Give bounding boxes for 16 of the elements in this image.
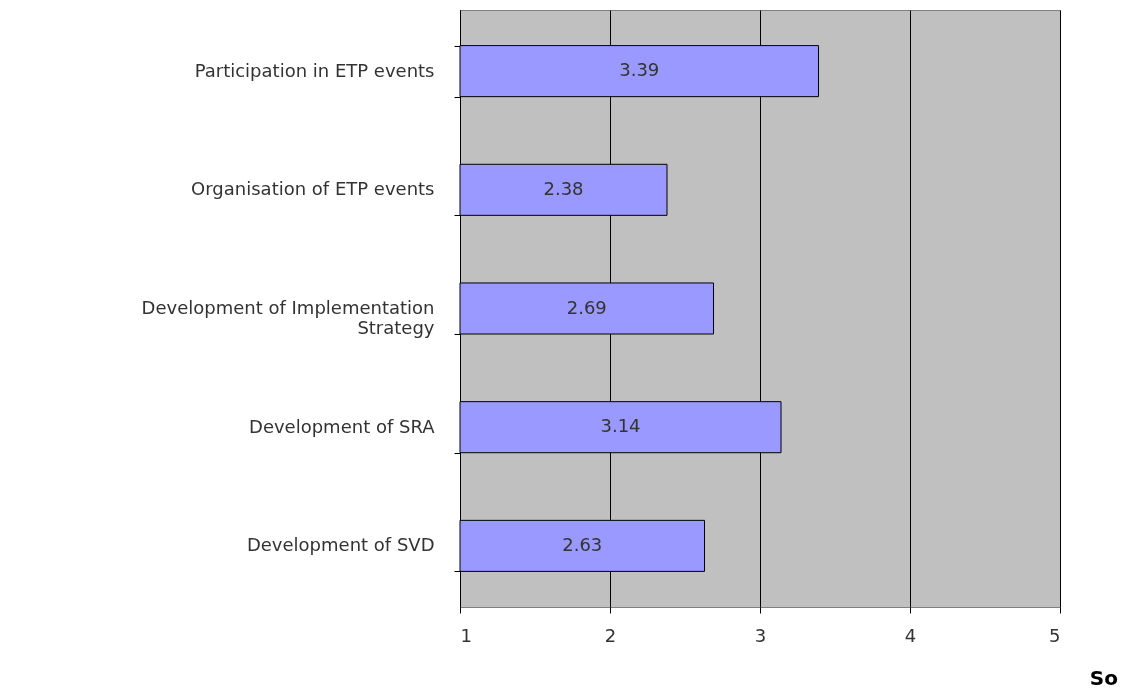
data-label: 2.69 [566,296,607,318]
y-tick-label: Organisation of ETP events [191,178,435,200]
x-tick-label: 5 [1049,624,1061,646]
y-tick-label: Development of SRA [249,415,436,437]
data-label: 3.39 [619,59,660,81]
x-tick-label: 3 [754,624,767,646]
y-tick-label: Participation in ETP events [194,59,435,81]
data-label: 3.14 [600,415,641,437]
x-tick-label: 2 [604,624,617,646]
data-label: 2.38 [543,177,584,199]
x-tick-label: 1 [460,624,472,646]
data-label: 2.63 [562,533,603,555]
x-tick-label: 4 [904,624,917,646]
y-tick-label: Development of Implementation Strategy [141,297,435,338]
y-tick-label: Development of SVD [246,534,435,556]
text: So [1089,666,1118,690]
